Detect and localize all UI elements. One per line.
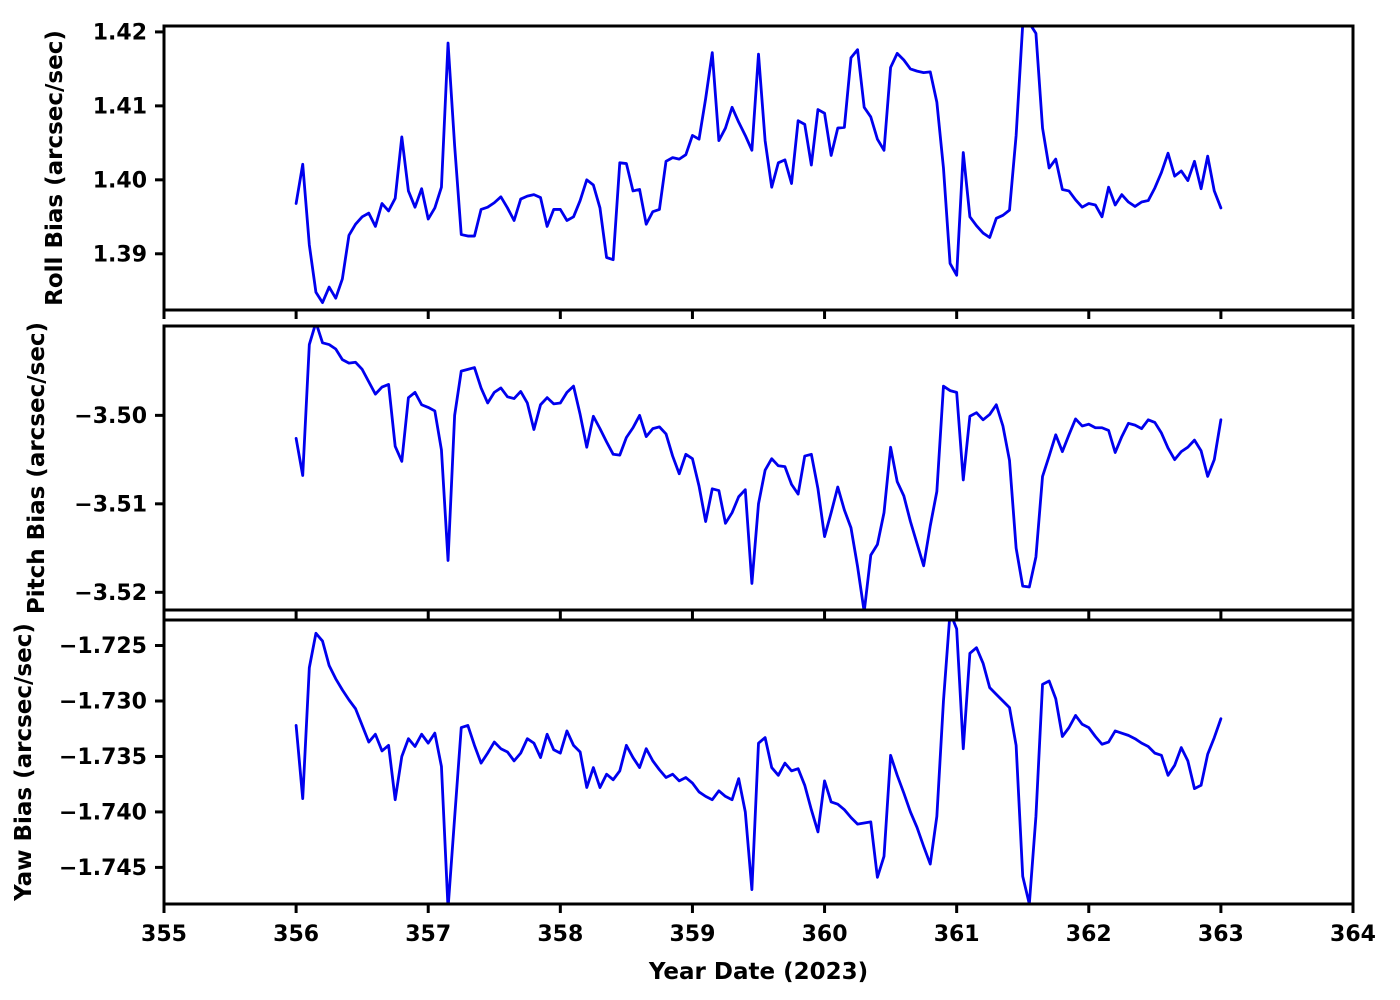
yaw-ytick-label: −1.730 [59, 690, 147, 715]
xtick-label: 358 [537, 922, 583, 947]
pitch-y-axis-label: Pitch Bias (arcsec/sec) [24, 322, 50, 614]
roll-bias-trace [294, 26, 1223, 305]
yaw-y-axis-label: Yaw Bias (arcsec/sec) [11, 623, 37, 902]
xtick-label: 359 [669, 922, 715, 947]
pitch-bias-trace [294, 326, 1223, 610]
pitch-ytick-label: −3.52 [74, 581, 147, 606]
subplot-yaw: −1.745 −1.740 −1.735 −1.730 −1.725 355 356 357 3… [11, 618, 1376, 947]
xtick-label: 357 [405, 922, 451, 947]
yaw-axes-frame [162, 618, 1355, 906]
xtick-label: 364 [1330, 922, 1376, 947]
xtick-label: 360 [802, 922, 848, 947]
pitch-axes-frame [162, 324, 1355, 612]
yaw-ytick-label: −1.740 [59, 801, 147, 826]
xtick-label: 356 [273, 922, 319, 947]
roll-ytick-label: 1.39 [93, 242, 147, 267]
xtick-label: 355 [141, 922, 187, 947]
pitch-ytick-label: −3.51 [74, 493, 147, 518]
x-axis-label: Year Date (2023) [648, 959, 868, 985]
xtick-label: 362 [1066, 922, 1112, 947]
pitch-ytick-label: −3.50 [74, 404, 147, 429]
subplot-pitch: −3.52 −3.51 −3.50 Pitch Bias (arcsec/sec) [24, 322, 1355, 619]
yaw-ytick-label: −1.735 [59, 745, 147, 770]
roll-ytick-label: 1.40 [93, 169, 147, 194]
roll-ytick-label: 1.41 [93, 95, 147, 120]
yaw-ytick-label: −1.725 [59, 634, 147, 659]
xtick-label: 363 [1198, 922, 1244, 947]
yaw-bias-trace [294, 620, 1223, 904]
roll-axes-frame [162, 24, 1355, 312]
roll-ytick-label: 1.42 [93, 21, 147, 46]
subplot-roll: 1.39 1.40 1.41 1.42 Roll Bias (arcsec/sec) [42, 21, 1355, 319]
xtick-label: 361 [934, 922, 980, 947]
yaw-ytick-label: −1.745 [59, 856, 147, 881]
roll-y-axis-label: Roll Bias (arcsec/sec) [42, 30, 68, 306]
